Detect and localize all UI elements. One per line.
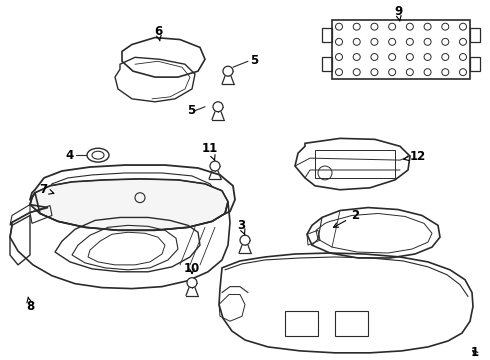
Text: 3: 3 (237, 219, 245, 235)
Text: 9: 9 (394, 5, 402, 21)
Circle shape (187, 278, 197, 288)
Text: 5: 5 (250, 54, 258, 67)
Text: 8: 8 (26, 297, 34, 313)
Polygon shape (30, 179, 228, 230)
Text: 5: 5 (187, 104, 195, 117)
Circle shape (240, 235, 250, 245)
Text: 10: 10 (184, 262, 200, 275)
Text: 12: 12 (404, 150, 426, 163)
Circle shape (210, 161, 220, 171)
Text: 4: 4 (66, 149, 74, 162)
Text: 7: 7 (39, 183, 54, 196)
Text: 1: 1 (471, 346, 479, 359)
Text: 2: 2 (334, 209, 359, 228)
Circle shape (213, 102, 223, 112)
Text: 11: 11 (202, 142, 218, 160)
Circle shape (223, 66, 233, 76)
Text: 6: 6 (154, 25, 162, 41)
Ellipse shape (87, 148, 109, 162)
